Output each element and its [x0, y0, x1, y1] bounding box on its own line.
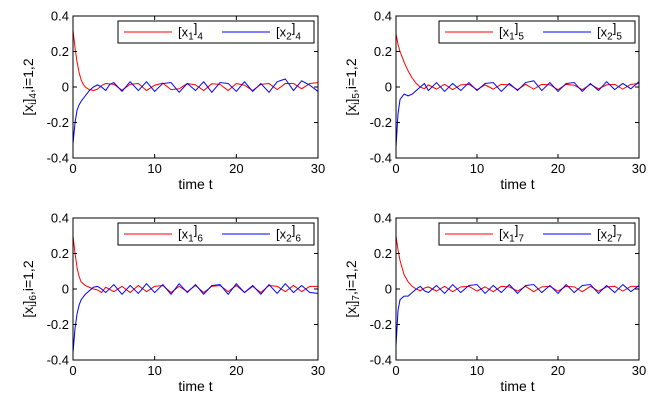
y-axis-label: [xi]5,i=1,2 [343, 58, 362, 115]
legend: [x1]4 [x2]4 [117, 20, 315, 44]
chart-panel-bottom-left: 0 10 20 30 -0.4 -0.2 0 0.2 0.4 time t [xi]6,i=1,2 [… [20, 211, 325, 395]
y-axis-label: [xi]7,i=1,2 [343, 260, 362, 317]
y-tick-label: 0 [385, 282, 392, 297]
legend-entry-2: [x2]6 [276, 223, 301, 244]
x-tick-label: 30 [311, 161, 325, 176]
y-tick-label: -0.4 [370, 353, 392, 368]
legend-entry-1: [x1]5 [499, 21, 524, 42]
x-tick-label: 30 [632, 161, 646, 176]
x-tick-label: 20 [229, 363, 243, 378]
x-tick-label: 0 [392, 161, 399, 176]
series-line-2 [73, 283, 318, 353]
legend-box [438, 222, 636, 246]
series-line-1 [73, 30, 318, 92]
legend: [x1]6 [x2]6 [117, 222, 315, 246]
y-tick-label: -0.2 [370, 317, 392, 332]
y-tick-label: -0.4 [370, 151, 392, 166]
x-tick-label: 10 [470, 161, 484, 176]
x-tick-label: 30 [311, 363, 325, 378]
legend-box [117, 20, 315, 44]
x-axis-label: time t [178, 176, 212, 192]
y-axis-label: [xi]4,i=1,2 [20, 58, 39, 115]
x-tick-label: 0 [69, 363, 76, 378]
x-tick-label: 20 [229, 161, 243, 176]
y-tick-label: -0.4 [47, 353, 69, 368]
legend-entry-1: [x1]7 [499, 223, 524, 244]
y-tick-label: 0.2 [374, 44, 392, 59]
y-tick-label: 0 [62, 282, 69, 297]
legend: [x1]7 [x2]7 [438, 222, 636, 246]
x-axis-label: time t [178, 378, 212, 394]
legend-entry-2: [x2]4 [276, 21, 301, 42]
y-tick-label: 0.2 [374, 246, 392, 261]
y-tick-label: 0.4 [51, 211, 69, 226]
x-tick-label: 10 [147, 161, 161, 176]
y-tick-label: -0.2 [47, 115, 69, 130]
x-tick-label: 20 [551, 161, 565, 176]
y-tick-label: -0.2 [370, 115, 392, 130]
x-tick-label: 10 [470, 363, 484, 378]
legend-entry-1: [x1]6 [178, 223, 203, 244]
x-tick-label: 30 [632, 363, 646, 378]
legend-entry-2: [x2]7 [597, 223, 622, 244]
x-tick-label: 20 [551, 363, 565, 378]
chart-panel-top-right: 0 10 20 30 -0.4 -0.2 0 0.2 0.4 time t [xi]5,i=1,2 [… [343, 9, 646, 193]
x-axis-label: time t [500, 176, 534, 192]
x-tick-label: 0 [392, 363, 399, 378]
y-tick-label: 0.2 [51, 44, 69, 59]
x-axis-label: time t [500, 378, 534, 394]
y-tick-label: 0 [62, 80, 69, 95]
y-tick-label: 0 [385, 80, 392, 95]
x-tick-label: 0 [69, 161, 76, 176]
y-tick-label: 0.4 [51, 9, 69, 24]
chart-panel-bottom-right: 0 10 20 30 -0.4 -0.2 0 0.2 0.4 time t [xi]7,i=1,2 [… [343, 211, 646, 395]
legend-entry-1: [x1]4 [178, 21, 203, 42]
y-tick-label: -0.4 [47, 151, 69, 166]
y-tick-label: 0.4 [374, 9, 392, 24]
legend-box [438, 20, 636, 44]
x-tick-label: 10 [147, 363, 161, 378]
series-line-2 [396, 80, 639, 148]
y-tick-label: 0.2 [51, 246, 69, 261]
y-tick-label: 0.4 [374, 211, 392, 226]
y-axis-label: [xi]6,i=1,2 [20, 260, 39, 317]
legend-box [117, 222, 315, 246]
y-tick-label: -0.2 [47, 317, 69, 332]
chart-panel-top-left: 0 10 20 30 -0.4 -0.2 0 0.2 0.4 time t [xi]4,i=1,2 [… [20, 9, 325, 193]
legend: [x1]5 [x2]5 [438, 20, 636, 44]
series-line-2 [73, 78, 318, 144]
series-line-1 [73, 235, 318, 294]
series-line-2 [396, 284, 639, 346]
legend-entry-2: [x2]5 [597, 21, 622, 42]
